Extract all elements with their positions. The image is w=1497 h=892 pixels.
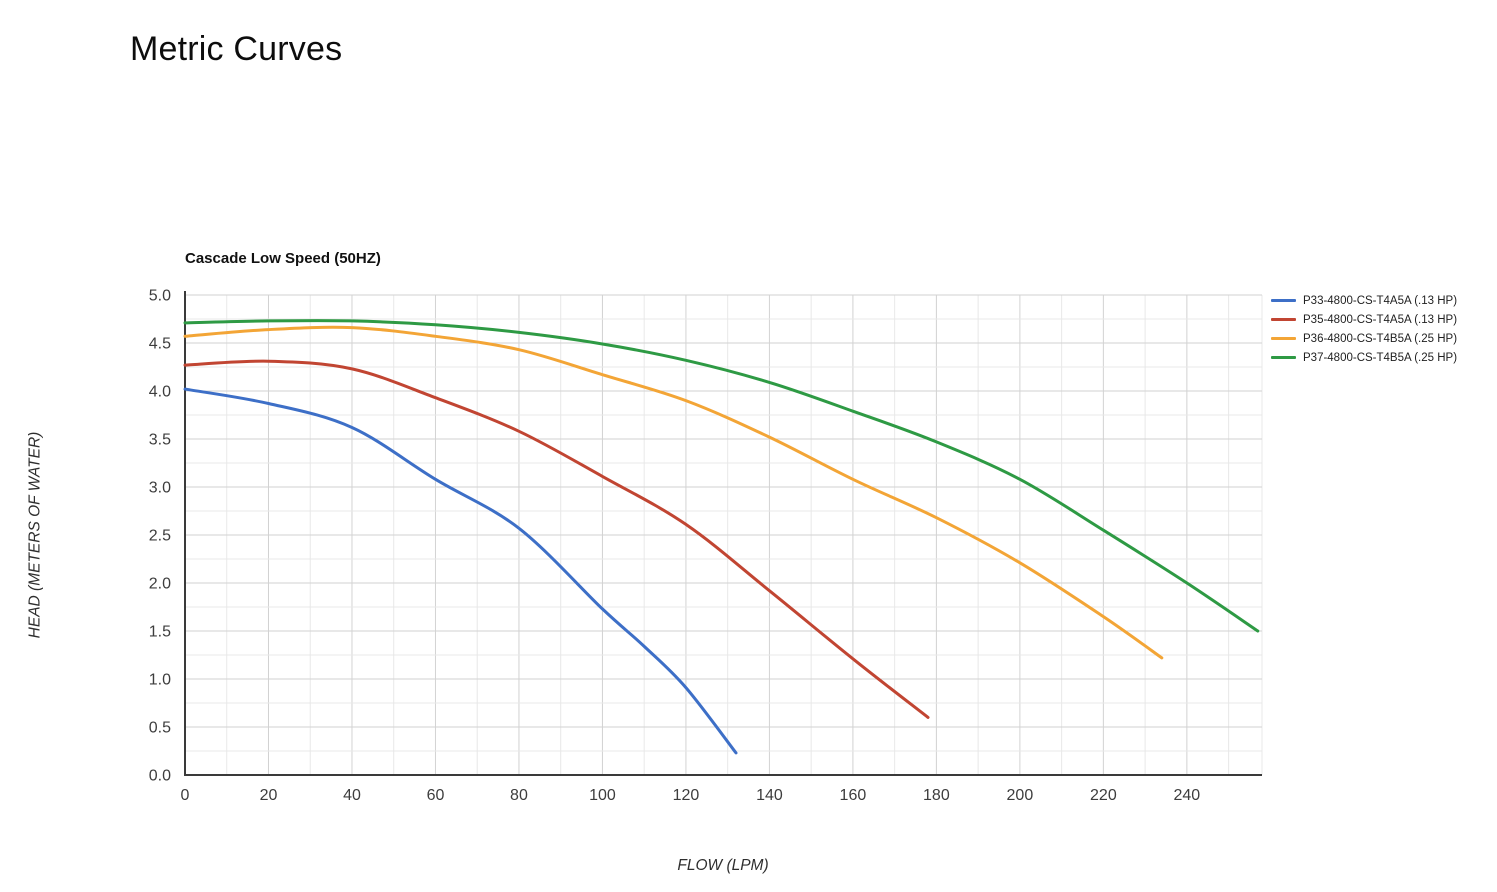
legend-item-p35: P35-4800-CS-T4A5A (.13 HP)	[1271, 310, 1457, 329]
y-tick-label: 4.5	[149, 336, 171, 353]
curve-p35	[183, 359, 930, 719]
y-tick-label: 0.5	[149, 720, 171, 737]
legend-item-p36: P36-4800-CS-T4B5A (.25 HP)	[1271, 329, 1457, 348]
x-tick-label: 20	[260, 787, 278, 804]
legend-label-p37: P37-4800-CS-T4B5A (.25 HP)	[1303, 351, 1458, 364]
x-tick-label: 60	[427, 787, 445, 804]
curves	[183, 319, 1260, 755]
y-tick-label: 3.0	[149, 480, 171, 497]
axis-lines	[184, 291, 1262, 776]
y-tick-label: 1.5	[149, 624, 171, 641]
legend-label-p36: P36-4800-CS-T4B5A (.25 HP)	[1303, 332, 1458, 345]
x-tick-label: 100	[589, 787, 616, 804]
gridlines	[185, 294, 1263, 775]
x-tick-label: 240	[1174, 787, 1201, 804]
page-title: Metric Curves	[130, 30, 343, 68]
y-tick-label: 5.0	[149, 288, 171, 305]
x-tick-label: 140	[756, 787, 783, 804]
y-tick-label: 4.0	[149, 384, 171, 401]
x-tick-label: 40	[343, 787, 361, 804]
y-tick-label: 3.5	[149, 432, 171, 449]
y-tick-label: 0.0	[149, 768, 171, 785]
curve-p36	[183, 325, 1164, 660]
x-axis-title: FLOW (LPM)	[677, 857, 769, 874]
legend-swatch-p36	[1271, 337, 1296, 340]
x-tick-label: 200	[1007, 787, 1034, 804]
x-tick-label: 120	[673, 787, 700, 804]
x-tick-label: 160	[840, 787, 867, 804]
tick-labels: 0 20 40 60 80 100 120 140 160 180 200 220 240 0.0 0.5 1…	[149, 288, 1201, 805]
legend-label-p33: P33-4800-CS-T4A5A (.13 HP)	[1303, 294, 1458, 307]
legend-swatch-p33	[1271, 299, 1296, 302]
x-tick-label: 220	[1090, 787, 1117, 804]
legend-label-p35: P35-4800-CS-T4A5A (.13 HP)	[1303, 313, 1458, 326]
legend-swatch-p37	[1271, 356, 1296, 359]
y-tick-label: 2.0	[149, 576, 171, 593]
chart-title: Cascade Low Speed (50HZ)	[185, 250, 381, 267]
curve-p33	[183, 387, 738, 755]
x-tick-label: 180	[923, 787, 950, 804]
legend-item-p37: P37-4800-CS-T4B5A (.25 HP)	[1271, 348, 1457, 367]
x-tick-label: 0	[181, 787, 190, 804]
legend-swatch-p35	[1271, 318, 1296, 321]
y-tick-label: 2.5	[149, 528, 171, 545]
legend-item-p33: P33-4800-CS-T4A5A (.13 HP)	[1271, 291, 1457, 310]
chart-legend: P33-4800-CS-T4A5A (.13 HP) P35-4800-CS-T4…	[1271, 291, 1457, 367]
y-tick-label: 1.0	[149, 672, 171, 689]
curve-p37	[183, 319, 1260, 633]
x-tick-label: 80	[510, 787, 528, 804]
